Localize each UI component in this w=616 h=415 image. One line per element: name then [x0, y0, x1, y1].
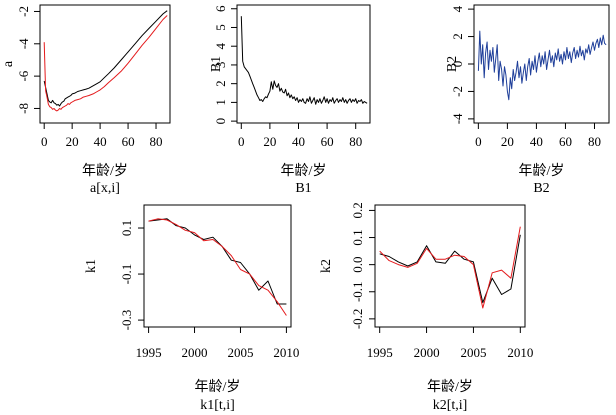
y-tick-label: 2	[450, 33, 465, 40]
y-tick-label: 4	[450, 5, 465, 12]
y-tick-label: 0.0	[350, 257, 365, 273]
x-tick-label: 1995	[136, 345, 162, 360]
panel-k2: 1995 2000 2005 2010 0.2 0.1 0.0 -0.1 -0.2 k2 年龄/岁 k…	[319, 202, 533, 413]
y-tick-label: 0.1	[350, 229, 365, 245]
y-tick-label: -8	[16, 103, 31, 114]
y-tick-label: -6	[16, 70, 31, 81]
x-tick-label: 40	[94, 134, 107, 149]
x-axis-label: 年龄/岁	[195, 379, 241, 395]
y-tick-label: -0.2	[350, 309, 365, 330]
panel-a: 0 20 40 60 80 -2 -4 -6 -8 a 年龄/岁 a[x,i]	[1, 4, 171, 196]
y-axis-label: B1	[209, 56, 224, 72]
x-tick-label: 60	[122, 134, 135, 149]
panel-caption: k2[t,i]	[433, 398, 468, 413]
x-tick-label: 2000	[414, 345, 440, 360]
panel-b1: 0 20 40 60 80 0 1 2 3 4 5 6 B1 年龄/岁 B1	[209, 4, 371, 196]
plot-frame	[39, 4, 171, 124]
y-tick-label: -4	[450, 113, 465, 124]
panel-caption: B2	[533, 181, 549, 196]
plot-frame	[374, 204, 526, 328]
x-tick-label: 60	[321, 134, 334, 149]
x-tick-label: 0	[238, 134, 245, 149]
panel-b2: 0 20 40 60 80 -4 -2 0 2 4 B2 年龄/岁 B2	[445, 4, 610, 196]
series-line-black	[379, 234, 521, 304]
y-tick-label: 5	[213, 24, 228, 31]
series-line-black	[43, 10, 168, 107]
x-tick-label: 1995	[367, 345, 393, 360]
x-tick-label: 20	[66, 134, 79, 149]
x-tick-label: 60	[559, 134, 572, 149]
series-line-red	[148, 218, 287, 316]
x-axis-label: 年龄/岁	[427, 379, 473, 395]
y-axis-label: a	[1, 60, 16, 67]
y-tick-label: -0.1	[119, 264, 134, 285]
series-line-black	[148, 218, 287, 305]
y-tick-label: 1	[213, 99, 228, 106]
x-tick-label: 40	[530, 134, 543, 149]
y-tick-label: 2	[213, 80, 228, 87]
plot-frame	[143, 204, 292, 328]
y-tick-label: 3	[213, 62, 228, 69]
series-line-red	[43, 15, 168, 112]
x-tick-label: 80	[150, 134, 163, 149]
panel-caption: k1[t,i]	[200, 398, 235, 413]
y-tick-label: 0	[450, 61, 465, 68]
x-tick-label: 80	[349, 134, 362, 149]
x-tick-label: 80	[588, 134, 601, 149]
panel-caption: B1	[295, 181, 311, 196]
y-axis-label: k2	[319, 259, 334, 273]
x-tick-label: 2010	[507, 345, 533, 360]
x-tick-label: 40	[292, 134, 305, 149]
y-axis-label: B2	[445, 56, 460, 72]
series-line-red	[379, 226, 521, 309]
y-tick-label: 6	[213, 5, 228, 12]
series-line-black	[240, 16, 368, 105]
x-tick-label: 2005	[460, 345, 486, 360]
plot-frame	[236, 4, 371, 124]
y-tick-label: 0.1	[119, 220, 134, 236]
y-tick-label: 0.2	[350, 202, 365, 218]
x-tick-label: 2005	[227, 345, 253, 360]
y-tick-label: -4	[16, 38, 31, 49]
panel-caption: a[x,i]	[90, 181, 120, 196]
series-line-blue	[477, 30, 607, 101]
x-tick-label: 0	[475, 134, 482, 149]
x-tick-label: 0	[41, 134, 48, 149]
x-tick-label: 20	[263, 134, 276, 149]
y-tick-label: 4	[213, 42, 228, 49]
y-tick-label: 0	[213, 118, 228, 125]
y-tick-label: -2	[450, 86, 465, 97]
x-axis-label: 年龄/岁	[82, 163, 128, 179]
x-tick-label: 20	[501, 134, 514, 149]
x-tick-label: 2000	[182, 345, 208, 360]
y-tick-label: -0.1	[350, 281, 365, 302]
panel-k1: 1995 2000 2005 2010 0.1 -0.1 -0.3 k1 年龄/岁 k1[t,i]	[84, 204, 299, 413]
y-tick-label: -0.3	[119, 310, 134, 331]
x-axis-label: 年龄/岁	[281, 163, 327, 179]
x-tick-label: 2010	[273, 345, 299, 360]
y-tick-label: -2	[16, 6, 31, 17]
y-axis-label: k1	[84, 259, 99, 273]
x-axis-label: 年龄/岁	[519, 163, 565, 179]
